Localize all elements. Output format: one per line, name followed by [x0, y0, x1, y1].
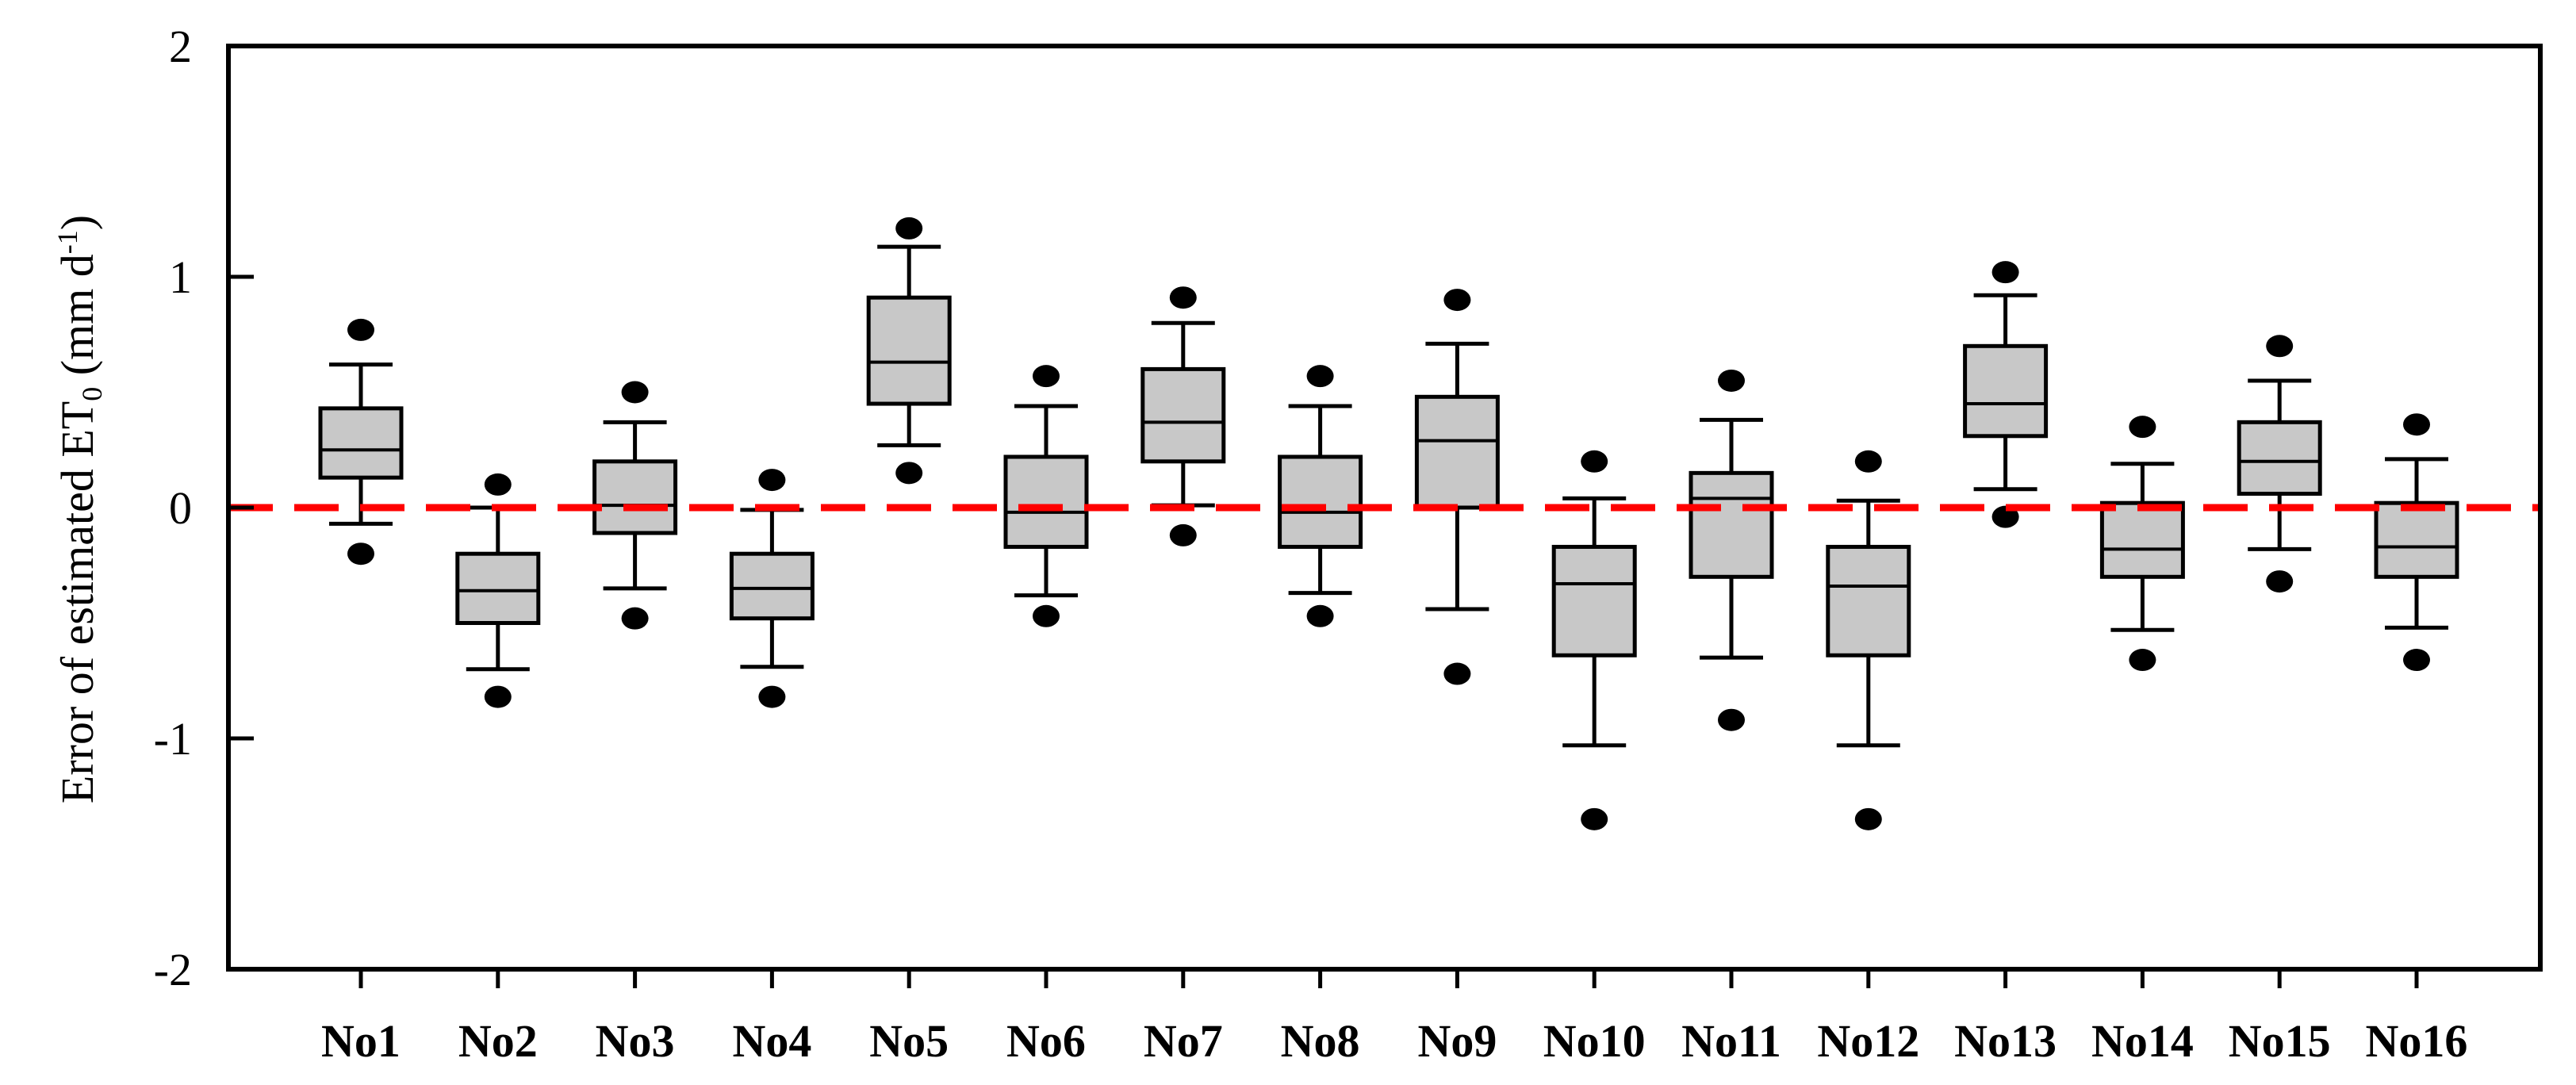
- iqr-box: [1689, 470, 1774, 579]
- iqr-box: [592, 459, 678, 535]
- upper-outlier-dot: [2266, 335, 2294, 358]
- upper-outlier-dot: [1854, 450, 1882, 473]
- upper-outlier-dot: [1306, 365, 1334, 388]
- x-category-label: No6: [1006, 1015, 1086, 1067]
- boxplot-No16: [2374, 413, 2459, 672]
- lower-outlier-dot: [484, 685, 512, 708]
- iqr-box: [1414, 394, 1500, 510]
- x-category-label: No9: [1417, 1015, 1497, 1067]
- upper-outlier-dot: [1033, 365, 1060, 388]
- upper-outlier-dot: [1443, 289, 1471, 312]
- boxplot-No14: [2099, 416, 2185, 672]
- lower-outlier-dot: [1033, 604, 1060, 627]
- lower-outlier-dot: [2129, 649, 2156, 672]
- lower-outlier-dot: [1718, 708, 1745, 731]
- lower-outlier-dot: [1443, 662, 1471, 685]
- boxplot-No13: [1963, 261, 2049, 528]
- upper-outlier-dot: [1991, 261, 2019, 284]
- x-category-label: No10: [1543, 1015, 1646, 1067]
- iqr-box: [1963, 343, 2049, 439]
- iqr-box: [1551, 544, 1637, 658]
- lower-outlier-dot: [1854, 807, 1882, 830]
- lower-outlier-dot: [1169, 523, 1197, 546]
- iqr-box: [2099, 500, 2185, 579]
- y-tick-label: 1: [169, 251, 192, 303]
- boxplot-No7: [1140, 286, 1226, 546]
- upper-outlier-dot: [2129, 416, 2156, 439]
- boxplot-No2: [455, 473, 541, 708]
- x-category-label: No3: [596, 1015, 675, 1067]
- iqr-box: [1826, 544, 1911, 658]
- iqr-box: [1003, 454, 1089, 549]
- x-category-label: No16: [2366, 1015, 2468, 1067]
- upper-outlier-dot: [895, 217, 923, 240]
- boxplot-No11: [1689, 369, 1774, 731]
- x-category-label: No4: [732, 1015, 811, 1067]
- boxplot-No6: [1003, 365, 1089, 627]
- lower-outlier-dot: [1306, 604, 1334, 627]
- y-axis-ticks: [228, 44, 254, 972]
- x-category-label: No13: [1954, 1015, 2057, 1067]
- lower-outlier-dot: [2403, 649, 2430, 672]
- x-category-label: No8: [1281, 1015, 1360, 1067]
- boxplot-No1: [318, 318, 404, 566]
- upper-outlier-dot: [484, 473, 512, 496]
- boxplot-No15: [2237, 335, 2322, 593]
- boxplot-No12: [1826, 450, 1911, 830]
- iqr-box: [1278, 454, 1363, 549]
- iqr-box: [866, 295, 952, 406]
- x-category-label: No2: [458, 1015, 538, 1067]
- y-tick-label: 0: [169, 482, 192, 534]
- iqr-box: [1140, 366, 1226, 464]
- iqr-box: [2237, 420, 2322, 496]
- boxplot-No10: [1551, 450, 1637, 830]
- upper-outlier-dot: [2403, 413, 2430, 436]
- lower-outlier-dot: [758, 685, 786, 708]
- boxplot-series: [318, 217, 2459, 830]
- x-category-label: No5: [869, 1015, 949, 1067]
- y-tick-label: 2: [169, 21, 192, 72]
- lower-outlier-dot: [621, 607, 649, 630]
- boxplot-No5: [866, 217, 952, 485]
- boxplot-No8: [1278, 365, 1363, 627]
- upper-outlier-dot: [1169, 286, 1197, 309]
- iqr-box: [729, 551, 815, 621]
- lower-outlier-dot: [2266, 570, 2294, 593]
- upper-outlier-dot: [1718, 369, 1745, 392]
- x-axis-category-labels: No1 No2 No3 No4 No5 No6 No7 No8 No9 No10 No11 No12 N…: [321, 1015, 2467, 1067]
- iqr-box: [2374, 500, 2459, 579]
- lower-outlier-dot: [347, 542, 374, 566]
- y-tick-label: -1: [154, 713, 192, 765]
- iqr-box: [318, 406, 404, 480]
- lower-outlier-dot: [1581, 807, 1608, 830]
- x-category-label: No7: [1144, 1015, 1223, 1067]
- iqr-box: [455, 551, 541, 626]
- y-axis-tick-labels: 2 1 0 -1 -2: [154, 21, 192, 995]
- lower-outlier-dot: [1991, 505, 2019, 528]
- x-category-label: No15: [2229, 1015, 2331, 1067]
- lower-outlier-dot: [895, 462, 923, 485]
- x-category-label: No1: [321, 1015, 401, 1067]
- upper-outlier-dot: [347, 318, 374, 341]
- x-axis-ticks: [358, 969, 2419, 988]
- y-tick-label: -2: [154, 944, 192, 995]
- x-category-label: No14: [2091, 1015, 2194, 1067]
- x-category-label: No12: [1817, 1015, 1919, 1067]
- upper-outlier-dot: [621, 381, 649, 404]
- upper-outlier-dot: [758, 469, 786, 492]
- boxplot-No4: [729, 469, 815, 708]
- upper-outlier-dot: [1581, 450, 1608, 473]
- boxplot-No9: [1414, 289, 1500, 685]
- boxplot-No3: [592, 381, 678, 630]
- x-category-label: No11: [1681, 1015, 1781, 1067]
